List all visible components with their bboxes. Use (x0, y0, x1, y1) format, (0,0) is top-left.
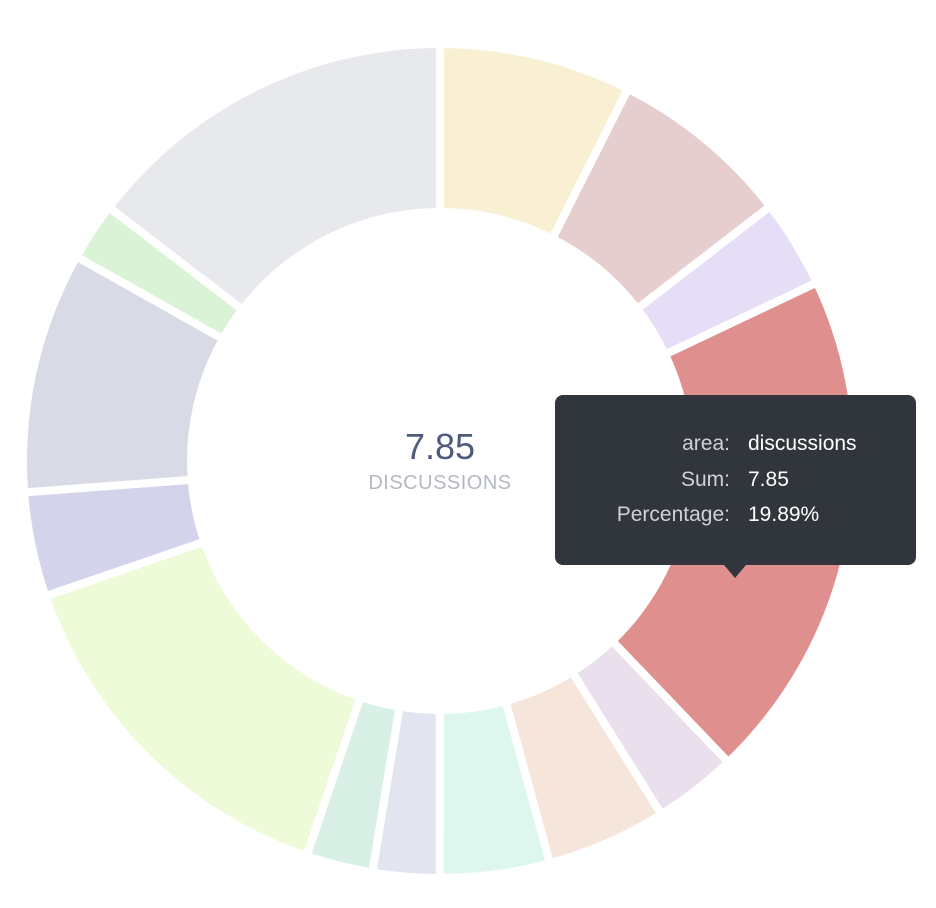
center-label: DISCUSSIONS (368, 472, 512, 494)
tooltip: area: discussions Sum: 7.85 Percentage: … (555, 395, 916, 565)
donut-slice[interactable] (105, 40, 444, 314)
tooltip-arrow (724, 565, 746, 578)
tooltip-value-percentage: 19.89% (748, 503, 820, 526)
tooltip-key-percentage: Percentage: (616, 503, 730, 526)
center-value: 7.85 (404, 426, 476, 467)
tooltip-row-percentage: Percentage: 19.89% (555, 503, 916, 533)
tooltip-key-area: area: (682, 432, 730, 455)
tooltip-value-area: discussions (748, 432, 857, 455)
donut-slice[interactable] (41, 537, 365, 861)
tooltip-key-sum: Sum: (680, 468, 730, 491)
tooltip-row-area: area: discussions (555, 432, 916, 462)
tooltip-row-sum: Sum: 7.85 (555, 468, 916, 498)
tooltip-value-sum: 7.85 (748, 468, 789, 491)
